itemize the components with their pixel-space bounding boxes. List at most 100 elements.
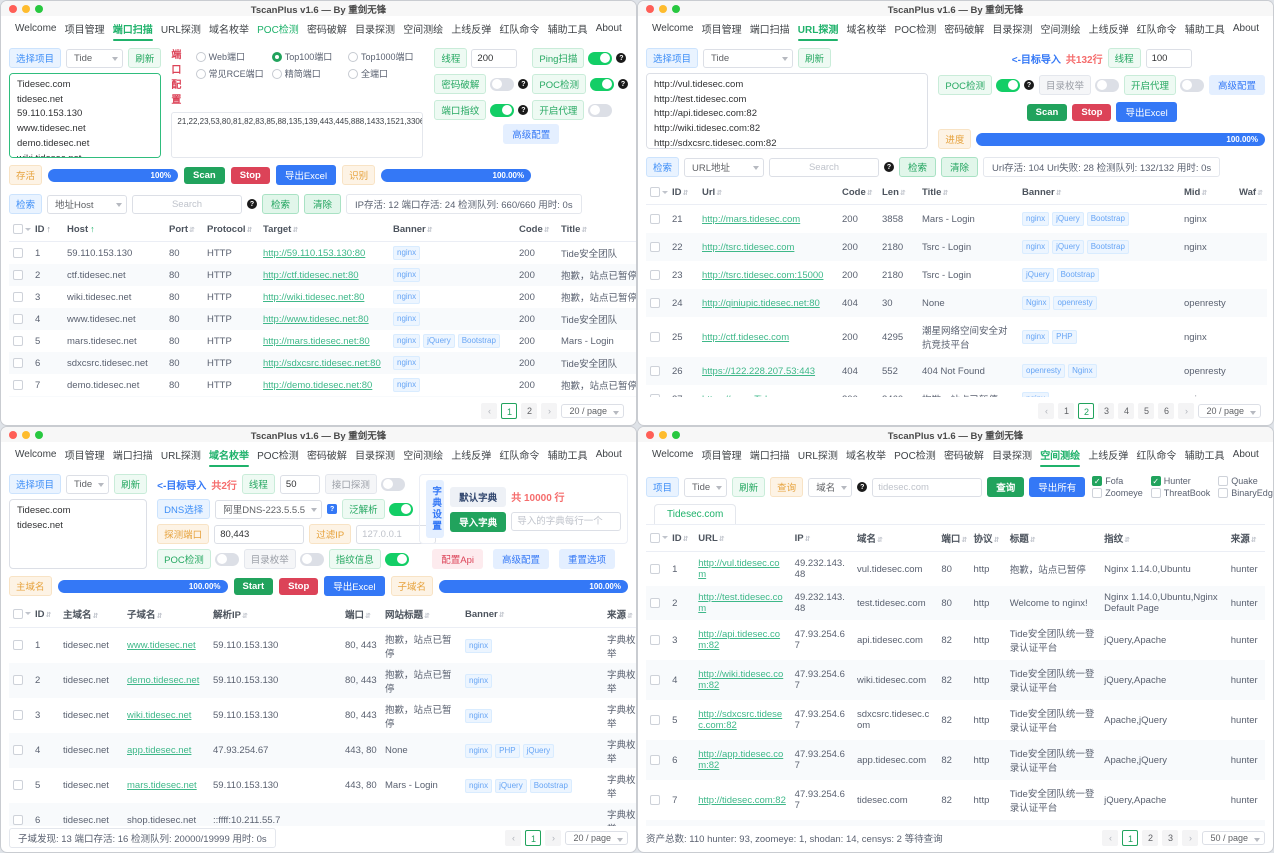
column-header-title[interactable]: Title⇵ [918,181,1018,205]
row-checkbox[interactable] [13,247,23,258]
toggle-switch[interactable] [388,502,413,516]
checkbox-icon[interactable]: ✓ [1150,476,1161,486]
close-window-button[interactable] [646,4,654,13]
url-link[interactable]: http://ctf.tidesec.com [702,331,790,343]
probe-port-input[interactable] [214,524,305,544]
subdomain-link[interactable]: app.tidesec.net [127,745,192,756]
tab-3[interactable]: URL探测 [160,451,201,462]
url-link[interactable]: http://tidesec.com:82 [698,794,786,806]
column-header-title[interactable]: Title⇵ [557,218,636,242]
radio-icon[interactable] [195,68,206,79]
radio-option[interactable]: Top1000端口 [347,48,424,65]
page-size-select[interactable]: 50 / page [1202,831,1265,845]
tab-10[interactable]: 红队命令 [499,451,540,462]
row-checkbox[interactable] [13,710,23,721]
tab-6[interactable]: 密码破解 [306,451,347,462]
tab-11[interactable]: 辅助工具 [547,451,588,462]
select-all-checkbox[interactable] [650,187,660,198]
tab-1[interactable]: 项目管理 [701,25,742,36]
project-select[interactable]: Tide [684,477,728,497]
target-import-button[interactable]: <-目标导入 [1011,54,1061,66]
column-header-ip[interactable]: IP⇵ [790,525,853,552]
column-header-waf[interactable]: Waf⇵ [1235,181,1267,205]
ports-input[interactable]: 21,22,23,53,80,81,82,83,85,88,135,139,44… [171,112,424,158]
tab-2[interactable]: 端口扫描 [112,16,153,42]
tab-1[interactable]: 项目管理 [64,451,105,462]
tab-10[interactable]: 红队命令 [1136,451,1177,462]
tab-6[interactable]: 密码破解 [944,25,985,36]
url-link[interactable]: http://vul.tidesec.com [698,558,780,580]
row-checkbox[interactable] [13,745,23,756]
tab-0[interactable]: Welcome [652,23,694,34]
column-header-code[interactable]: Code⇵ [838,181,878,205]
search-input[interactable] [769,157,880,177]
tab-2[interactable]: 端口扫描 [112,451,153,462]
target-import-button[interactable]: <-目标导入 [157,480,207,492]
select-all-checkbox[interactable] [650,532,660,543]
column-header-root-domain[interactable]: 主域名⇵ [59,601,123,628]
query-button[interactable]: 查询 [987,477,1025,497]
column-header-banner[interactable]: Banner⇵ [389,218,515,242]
column-header-url[interactable]: URL⇵ [694,525,791,552]
url-link[interactable]: https://122.228.207.53:443 [702,365,816,377]
tab-9[interactable]: 上线反弹 [1088,451,1129,462]
column-header-source[interactable]: 来源⇵ [1226,525,1265,552]
configure-api-button[interactable]: 配置Api [432,549,484,569]
row-checkbox[interactable] [650,213,660,224]
reset-options-button[interactable]: 重置选项 [559,549,616,569]
select-all-checkbox[interactable] [13,608,23,619]
export-excel-button[interactable]: 导出Excel [324,576,385,596]
minimize-window-button[interactable] [22,4,30,13]
search-button[interactable]: 检索 [262,194,300,214]
source-option-threatbook[interactable]: ThreatBook [1150,488,1210,498]
tab-4[interactable]: 域名枚举 [209,25,250,36]
poc-check-toggle[interactable]: POC检测? [938,75,1034,95]
tab-11[interactable]: 辅助工具 [1184,451,1225,462]
column-header-port[interactable]: 端口⇵ [341,601,381,628]
start-button[interactable]: Start [233,577,274,595]
toggle-switch[interactable] [380,477,405,491]
row-checkbox[interactable] [650,365,660,376]
page-size-select[interactable]: 20 / page [565,831,628,845]
zoom-window-button[interactable] [35,430,43,439]
prev-page-button[interactable]: ‹ [505,830,522,846]
url-link[interactable]: http://tsrc.tidesec.com:15000 [702,269,824,281]
row-checkbox[interactable] [650,563,660,574]
column-header-title[interactable]: 标题⇵ [1005,525,1101,552]
column-header-port[interactable]: 端口⇵ [937,525,970,552]
tab-1[interactable]: 项目管理 [64,25,105,36]
thread-input[interactable] [279,474,320,494]
tab-12[interactable]: About [595,449,622,460]
prev-page-button[interactable]: ‹ [1102,830,1119,846]
radio-option[interactable]: Top100端口 [271,48,348,65]
row-checkbox[interactable] [650,674,660,685]
tab-12[interactable]: About [1232,23,1259,34]
page-size-select[interactable]: 20 / page [1198,404,1261,418]
stop-button[interactable]: Stop [279,577,319,595]
column-header-source[interactable]: 来源⇵ [603,601,636,628]
tab-3[interactable]: URL探测 [797,451,838,462]
stop-button[interactable]: Stop [230,166,270,184]
toggle-switch[interactable] [490,77,515,91]
tab-9[interactable]: 上线反弹 [451,25,492,36]
column-header-banner[interactable]: Banner⇵ [461,601,603,628]
advanced-config-button[interactable]: 高级配置 [1208,75,1265,95]
search-button[interactable]: 检索 [899,157,937,177]
thread-input[interactable] [1145,48,1192,68]
row-checkbox[interactable] [13,640,23,651]
row-checkbox[interactable] [650,597,660,608]
checkbox-icon[interactable]: ✓ [1092,476,1103,486]
scan-button[interactable]: Scan [1026,103,1068,121]
row-checkbox[interactable] [650,241,660,252]
tab-8[interactable]: 空间测绘 [403,25,444,36]
row-checkbox[interactable] [650,754,660,765]
tab-4[interactable]: 域名枚举 [209,442,250,468]
tab-0[interactable]: Welcome [652,449,694,460]
page-button-1[interactable]: 1 [1122,830,1139,846]
tab-3[interactable]: URL探测 [160,25,201,36]
thread-input[interactable] [471,48,518,68]
checkbox-icon[interactable] [1150,488,1161,498]
tab-11[interactable]: 辅助工具 [1184,25,1225,36]
column-header-id[interactable]: ID ↑ [31,218,63,242]
wildcard-dns-toggle[interactable]: 泛解析 [342,499,413,519]
